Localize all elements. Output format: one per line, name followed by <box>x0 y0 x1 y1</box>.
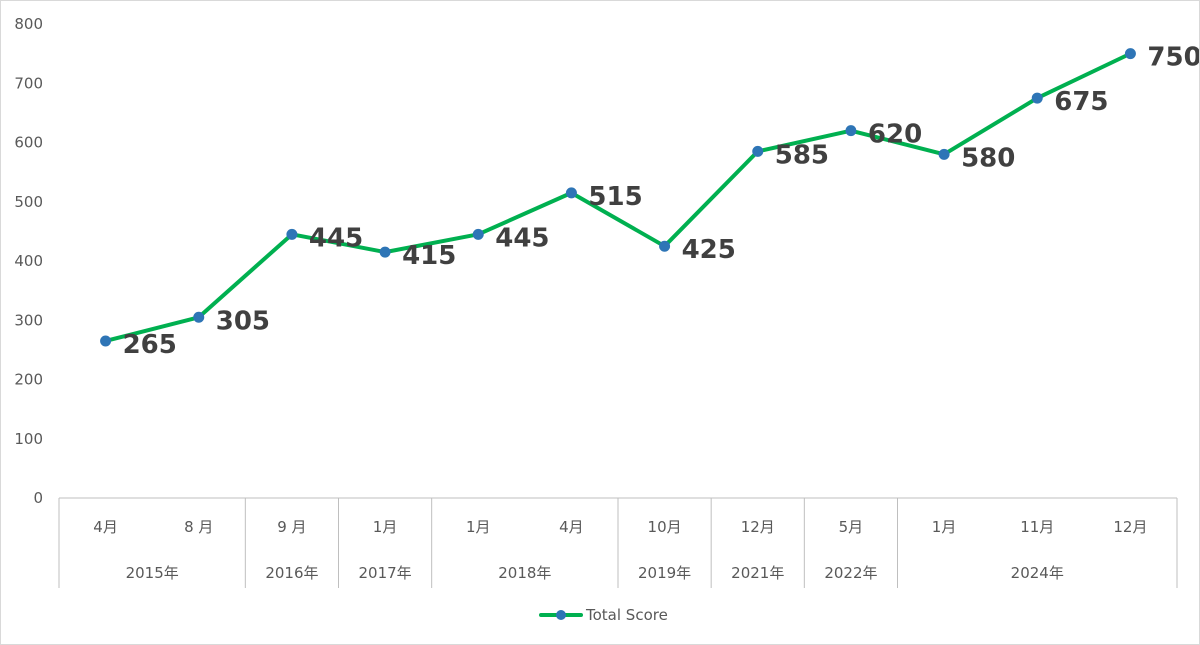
data-point <box>472 228 484 240</box>
data-label: 580 <box>961 143 1015 173</box>
data-label: 265 <box>123 330 177 360</box>
data-point <box>659 240 671 252</box>
y-tick-label: 0 <box>33 489 43 507</box>
legend-marker-swatch <box>556 610 566 620</box>
y-tick-label: 700 <box>14 74 43 92</box>
x-tick-label: 1月 <box>373 518 398 536</box>
data-label: 620 <box>868 120 922 150</box>
data-point <box>379 246 391 258</box>
data-label: 675 <box>1054 87 1108 117</box>
data-point <box>845 125 857 137</box>
x-tick-label: 4月 <box>93 518 118 536</box>
data-point <box>1031 92 1043 104</box>
data-label: 515 <box>588 182 642 212</box>
data-label: 585 <box>775 140 829 170</box>
data-label: 425 <box>682 235 736 265</box>
y-tick-label: 500 <box>14 193 43 211</box>
data-point <box>193 311 205 323</box>
y-tick-label: 600 <box>14 134 43 152</box>
data-label: 445 <box>495 223 549 253</box>
y-tick-label: 300 <box>14 311 43 329</box>
x-tick-label: 10月 <box>648 518 682 536</box>
data-point <box>565 187 577 199</box>
x-group-label: 2018年 <box>498 564 551 582</box>
data-point <box>938 148 950 160</box>
data-point <box>286 228 298 240</box>
x-tick-label: 5月 <box>839 518 864 536</box>
x-group-label: 2016年 <box>265 564 318 582</box>
data-point <box>100 335 112 347</box>
y-tick-label: 800 <box>14 15 43 33</box>
x-tick-label: 1月 <box>932 518 957 536</box>
y-tick-label: 200 <box>14 371 43 389</box>
x-tick-label: 12月 <box>1113 518 1147 536</box>
data-label: 305 <box>216 306 270 336</box>
x-group-label: 2019年 <box>638 564 691 582</box>
x-tick-label: 8 月 <box>184 518 213 536</box>
x-group-label: 2022年 <box>824 564 877 582</box>
y-tick-label: 100 <box>14 430 43 448</box>
x-group-label: 2015年 <box>126 564 179 582</box>
x-tick-label: 11月 <box>1020 518 1054 536</box>
series-line <box>103 51 1133 343</box>
data-point <box>752 145 764 157</box>
x-group-label: 2021年 <box>731 564 784 582</box>
data-point <box>1124 48 1136 60</box>
legend-label: Total Score <box>585 606 668 624</box>
x-group-label: 2017年 <box>358 564 411 582</box>
x-tick-label: 4月 <box>559 518 584 536</box>
data-label: 445 <box>309 223 363 253</box>
x-tick-label: 1月 <box>466 518 491 536</box>
data-label: 750 <box>1147 43 1199 73</box>
x-group-label: 2024年 <box>1011 564 1064 582</box>
x-tick-label: 9 月 <box>277 518 306 536</box>
data-label: 415 <box>402 241 456 271</box>
y-tick-label: 400 <box>14 252 43 270</box>
x-tick-label: 12月 <box>741 518 775 536</box>
